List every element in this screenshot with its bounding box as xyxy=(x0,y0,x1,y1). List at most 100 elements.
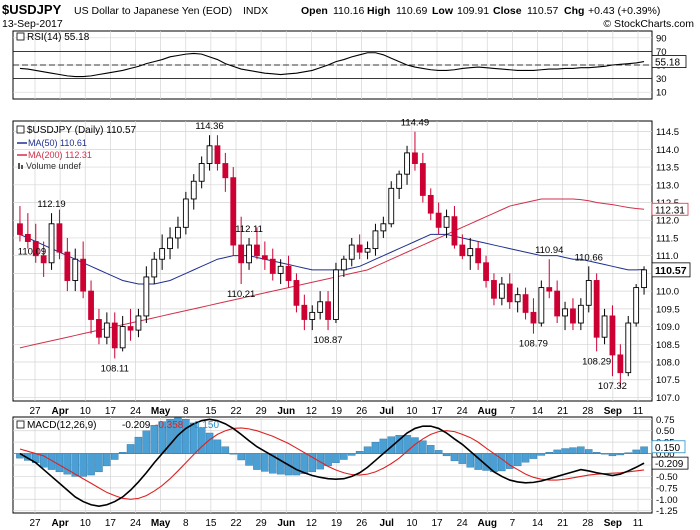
volume-legend: Volume undef xyxy=(26,161,82,171)
macd-histogram-bar xyxy=(166,419,174,454)
candle-body xyxy=(80,258,87,292)
price-annotation: 110.66 xyxy=(575,252,603,263)
macd-histogram-bar xyxy=(229,453,238,455)
x-tick-label: 10 xyxy=(80,518,92,529)
x-tick-label: 28 xyxy=(582,518,594,529)
macd-histogram-bar xyxy=(261,453,269,472)
low-value: 109.91 xyxy=(457,5,489,17)
macd-histogram-bar xyxy=(632,449,640,454)
ohlc-summary: Open 110.16 High 110.69 Low 109.91 Close… xyxy=(301,5,660,17)
candle-body xyxy=(96,319,102,338)
price-annotation: 112.19 xyxy=(37,199,65,210)
macd-label: MACD(12,26,9) xyxy=(27,420,96,431)
candle-body xyxy=(309,311,316,320)
candle-body xyxy=(427,194,434,214)
candle-body xyxy=(190,180,197,200)
x-tick-label: 24 xyxy=(457,406,469,417)
exchange-label: INDX xyxy=(243,5,268,17)
price-tick-label: 112.0 xyxy=(656,216,679,227)
candle-body xyxy=(419,163,426,196)
rsi-tick-label: 90 xyxy=(656,33,667,44)
candle-body xyxy=(601,315,608,338)
candle-body xyxy=(562,308,568,317)
macd-histogram-bar xyxy=(395,435,403,454)
ma50-legend: MA(50) 110.61 xyxy=(28,138,87,148)
macd-histogram-bar xyxy=(498,453,506,472)
macd-tick-label: -0.75 xyxy=(656,483,678,494)
price-tick-label: 108.5 xyxy=(656,340,680,351)
x-tick-label: 14 xyxy=(532,518,544,529)
candle-body xyxy=(641,269,647,289)
candle-body xyxy=(577,304,584,324)
x-tick-label: Jul xyxy=(380,406,395,417)
candle-body xyxy=(285,265,292,281)
macd-histogram-bar xyxy=(39,453,48,468)
macd-histogram-bar xyxy=(458,453,467,464)
candle-body xyxy=(111,322,118,349)
macd-histogram-bar xyxy=(592,452,601,454)
candle-body xyxy=(333,269,339,320)
chart-date: 13-Sep-2017 xyxy=(2,18,63,30)
price-tick-label: 114.0 xyxy=(656,145,679,156)
x-tick-label: 14 xyxy=(532,406,544,417)
price-annotation: 108.29 xyxy=(582,356,611,367)
macd-histogram-bar xyxy=(347,453,356,456)
candle-body xyxy=(609,315,616,356)
price-tick-label: 108.0 xyxy=(656,358,680,369)
candle-body xyxy=(530,311,537,324)
x-tick-label: Apr xyxy=(52,518,69,529)
macd-tick-label: 0.75 xyxy=(656,415,675,426)
price-tick-label: 109.5 xyxy=(656,304,680,315)
candle-body xyxy=(269,258,276,274)
price-annotation: 114.36 xyxy=(195,121,223,132)
x-tick-label: 29 xyxy=(256,406,268,417)
price-annotation: 108.79 xyxy=(519,339,548,350)
macd-histogram-bar xyxy=(268,453,277,474)
high-value: 110.69 xyxy=(396,5,427,17)
x-tick-label: Jun xyxy=(277,406,295,417)
x-tick-label: 24 xyxy=(130,406,142,417)
macd-histogram-bar xyxy=(505,453,514,469)
macd-signal-value: -0.358 xyxy=(155,420,184,431)
price-tick-label: 111.0 xyxy=(656,251,678,262)
macd-histogram-bar xyxy=(569,447,577,454)
candle-body xyxy=(396,173,403,189)
macd-current-box xyxy=(651,456,689,470)
macd-histogram-bar xyxy=(450,453,459,462)
price-annotation: 110.94 xyxy=(535,245,563,256)
ma200-current-box xyxy=(651,202,689,216)
macd-tick-label: -1.00 xyxy=(656,495,678,506)
rsi-tick-label: 70 xyxy=(656,47,667,58)
macd-histogram-bar xyxy=(118,452,127,454)
candle-body xyxy=(182,198,189,228)
x-tick-label: 21 xyxy=(557,406,569,417)
candle-body xyxy=(135,315,142,331)
price-tick-label: 109.0 xyxy=(656,322,680,333)
x-tick-label: 7 xyxy=(510,518,516,529)
close-value: 110.57 xyxy=(527,5,558,17)
x-tick-label: Apr xyxy=(52,406,69,417)
candle-body xyxy=(467,248,474,257)
candle-body xyxy=(348,244,355,260)
macd-histogram-bar xyxy=(245,453,253,466)
x-tick-label: 27 xyxy=(29,406,41,417)
macd-histogram-bar xyxy=(237,453,245,461)
rsi-label: RSI(14) 55.18 xyxy=(27,32,90,43)
macd-histogram-bar xyxy=(47,453,56,470)
close-label: Close xyxy=(493,5,522,17)
price-tick-label: 107.0 xyxy=(656,393,680,404)
macd-histogram-bar xyxy=(213,439,222,454)
x-tick-label: 11 xyxy=(633,518,644,529)
x-tick-label: Jun xyxy=(277,518,295,529)
macd-histogram-bar xyxy=(584,449,593,454)
macd-hist-current-box xyxy=(651,440,686,454)
macd-histogram-bar xyxy=(79,453,87,477)
macd-signal-line xyxy=(19,427,645,500)
macd-histogram-bar xyxy=(521,453,530,463)
price-panel xyxy=(12,120,653,402)
candle-body xyxy=(222,163,229,179)
x-tick-label: 28 xyxy=(582,406,594,417)
candle-body xyxy=(206,145,213,164)
x-tick-label: 24 xyxy=(457,518,469,529)
